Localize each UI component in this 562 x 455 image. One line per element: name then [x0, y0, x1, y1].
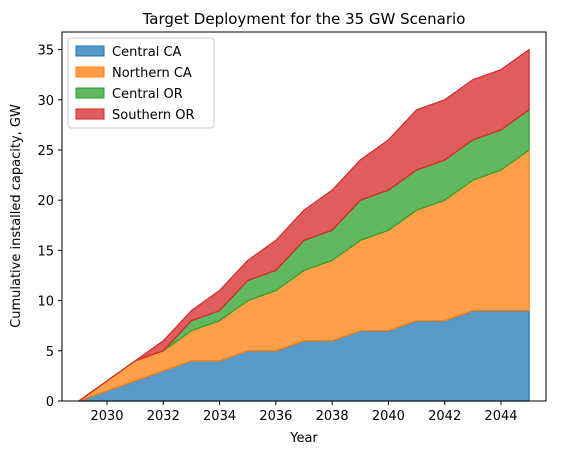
legend-label: Central CA [112, 45, 182, 60]
chart-title: Target Deployment for the 35 GW Scenario [142, 10, 466, 28]
y-tick-label: 15 [37, 244, 54, 259]
y-tick-label: 5 [46, 345, 54, 360]
x-axis-ticks: 2030 2032 2034 2036 2038 2040 2042 2044 [90, 401, 518, 424]
y-tick-label: 35 [37, 44, 54, 59]
x-tick-label: 2032 [147, 409, 180, 424]
x-axis-title: Year [289, 431, 318, 446]
x-tick-label: 2038 [316, 409, 349, 424]
x-tick-label: 2044 [484, 409, 517, 424]
legend-swatch [75, 108, 105, 120]
legend-label: Southern OR [112, 108, 195, 123]
y-axis-ticks: 0 5 10 15 20 25 30 35 [37, 44, 62, 410]
x-tick-label: 2034 [203, 409, 236, 424]
y-tick-label: 30 [37, 94, 54, 109]
y-axis-title: Cumulative installed capacity, GW [9, 104, 24, 328]
x-tick-label: 2030 [90, 409, 123, 424]
y-tick-label: 0 [46, 395, 54, 410]
legend-swatch [75, 45, 105, 57]
y-tick-label: 25 [37, 144, 54, 159]
legend-label: Central OR [112, 87, 183, 102]
legend-frame [67, 37, 215, 129]
legend: Central CA Northern CA Central OR Southern … [67, 37, 215, 129]
x-tick-label: 2042 [428, 409, 461, 424]
plot-frame [61, 31, 547, 402]
legend-label: Northern CA [112, 66, 192, 81]
area-layers [78, 48, 530, 402]
area-southern-or [78, 48, 530, 402]
legend-swatch [75, 87, 105, 99]
legend-swatch [75, 66, 105, 78]
x-tick-label: 2040 [372, 409, 405, 424]
y-tick-label: 10 [37, 295, 54, 310]
y-tick-label: 20 [37, 194, 54, 209]
x-tick-label: 2036 [259, 409, 292, 424]
